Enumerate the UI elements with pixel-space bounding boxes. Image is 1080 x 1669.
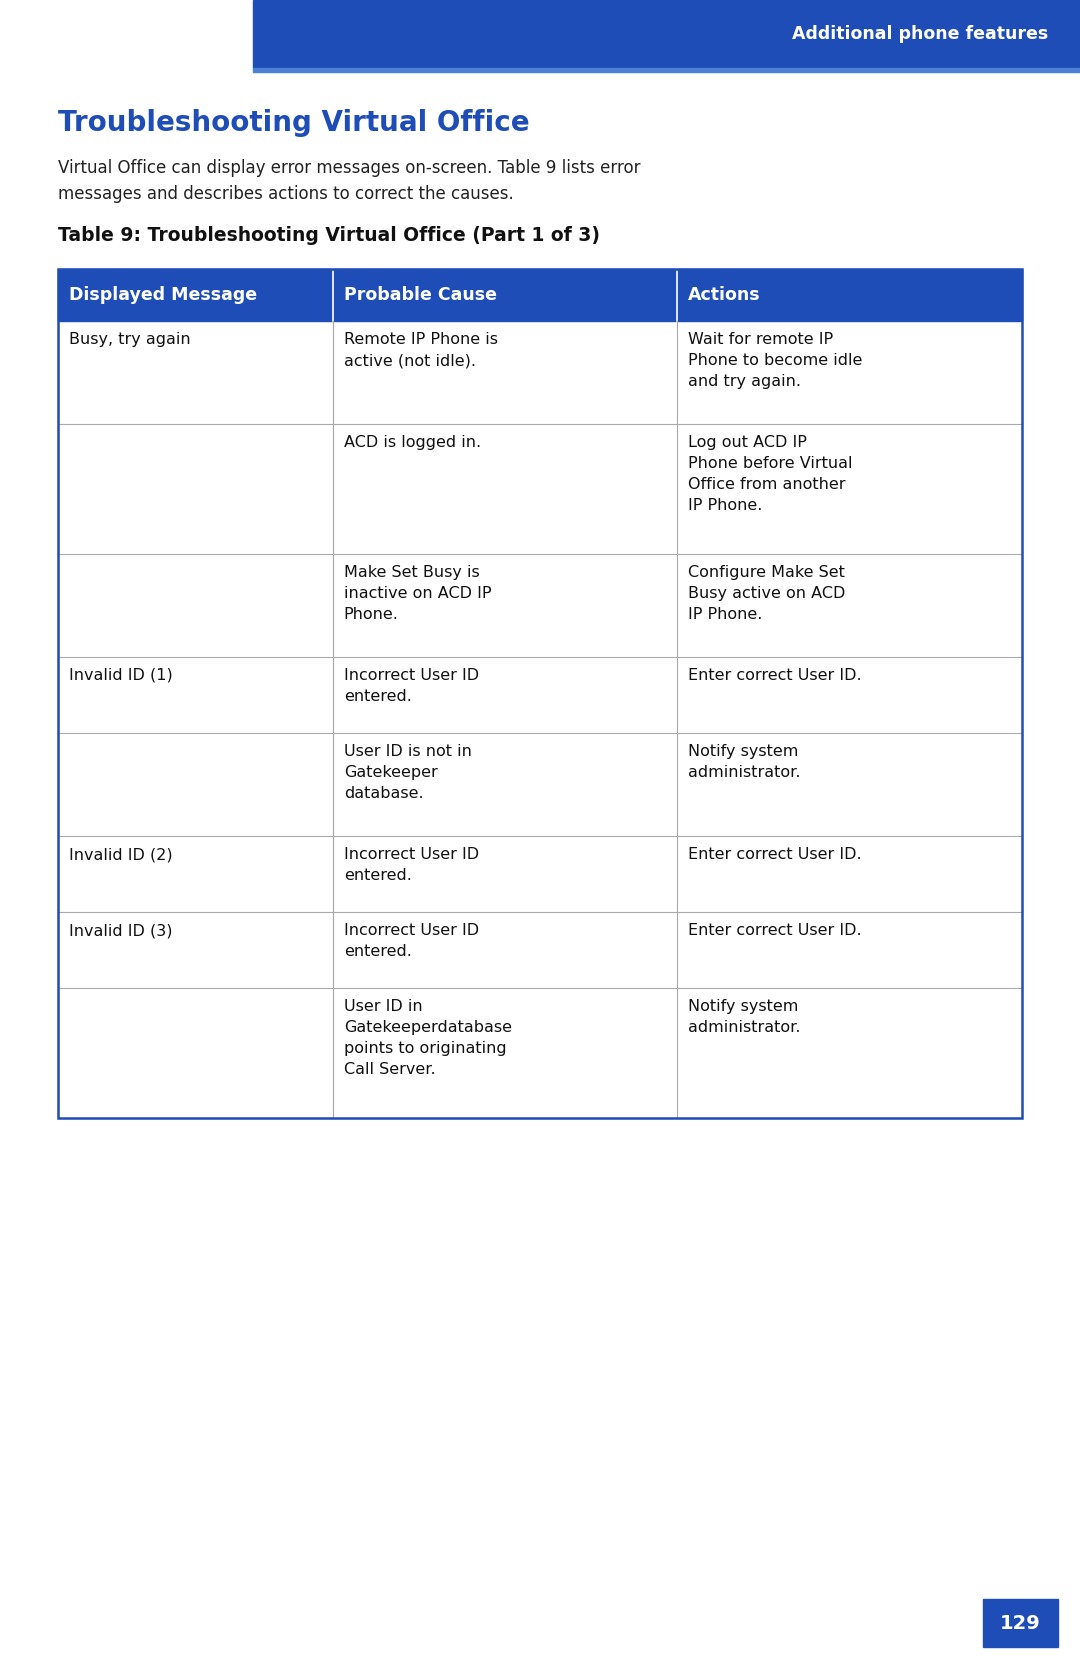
Text: Table 9: Troubleshooting Virtual Office (Part 1 of 3): Table 9: Troubleshooting Virtual Office … — [58, 225, 600, 245]
Text: Incorrect User ID
entered.: Incorrect User ID entered. — [343, 846, 478, 883]
Bar — [0, 0, 1080, 68]
Text: Invalid ID (1): Invalid ID (1) — [69, 668, 173, 683]
Text: Incorrect User ID
entered.: Incorrect User ID entered. — [343, 668, 478, 704]
Bar — [58, 269, 1022, 1118]
Text: Log out ACD IP
Phone before Virtual
Office from another
IP Phone.: Log out ACD IP Phone before Virtual Offi… — [688, 436, 852, 512]
Text: Actions: Actions — [688, 285, 760, 304]
Text: Virtual Office can display error messages on-screen. Table 9 lists error
message: Virtual Office can display error message… — [58, 159, 640, 202]
Bar — [253, 0, 1080, 68]
Text: Invalid ID (2): Invalid ID (2) — [69, 846, 173, 861]
Text: Enter correct User ID.: Enter correct User ID. — [688, 846, 862, 861]
Text: Troubleshooting Virtual Office: Troubleshooting Virtual Office — [58, 108, 529, 137]
Text: Additional phone features: Additional phone features — [792, 25, 1048, 43]
Text: Remote IP Phone is
active (not idle).: Remote IP Phone is active (not idle). — [343, 332, 498, 367]
Text: ACD is logged in.: ACD is logged in. — [343, 436, 481, 451]
Text: Displayed Message: Displayed Message — [69, 285, 257, 304]
Text: 129: 129 — [1000, 1614, 1041, 1632]
Text: Busy, try again: Busy, try again — [69, 332, 191, 347]
Text: Incorrect User ID
entered.: Incorrect User ID entered. — [343, 923, 478, 960]
Text: User ID in
Gatekeeperdatabase
points to originating
Call Server.: User ID in Gatekeeperdatabase points to … — [343, 1000, 512, 1077]
Text: Notify system
administrator.: Notify system administrator. — [688, 744, 800, 779]
Bar — [58, 269, 1022, 320]
Bar — [253, 68, 1080, 72]
Bar — [983, 1599, 1058, 1647]
Text: Enter correct User ID.: Enter correct User ID. — [688, 668, 862, 683]
Text: Notify system
administrator.: Notify system administrator. — [688, 1000, 800, 1035]
Text: User ID is not in
Gatekeeper
database.: User ID is not in Gatekeeper database. — [343, 744, 472, 801]
Text: Enter correct User ID.: Enter correct User ID. — [688, 923, 862, 938]
Text: Configure Make Set
Busy active on ACD
IP Phone.: Configure Make Set Busy active on ACD IP… — [688, 566, 846, 623]
Text: Make Set Busy is
inactive on ACD IP
Phone.: Make Set Busy is inactive on ACD IP Phon… — [343, 566, 491, 623]
Text: Probable Cause: Probable Cause — [343, 285, 497, 304]
Text: Invalid ID (3): Invalid ID (3) — [69, 923, 173, 938]
Text: Wait for remote IP
Phone to become idle
and try again.: Wait for remote IP Phone to become idle … — [688, 332, 862, 389]
